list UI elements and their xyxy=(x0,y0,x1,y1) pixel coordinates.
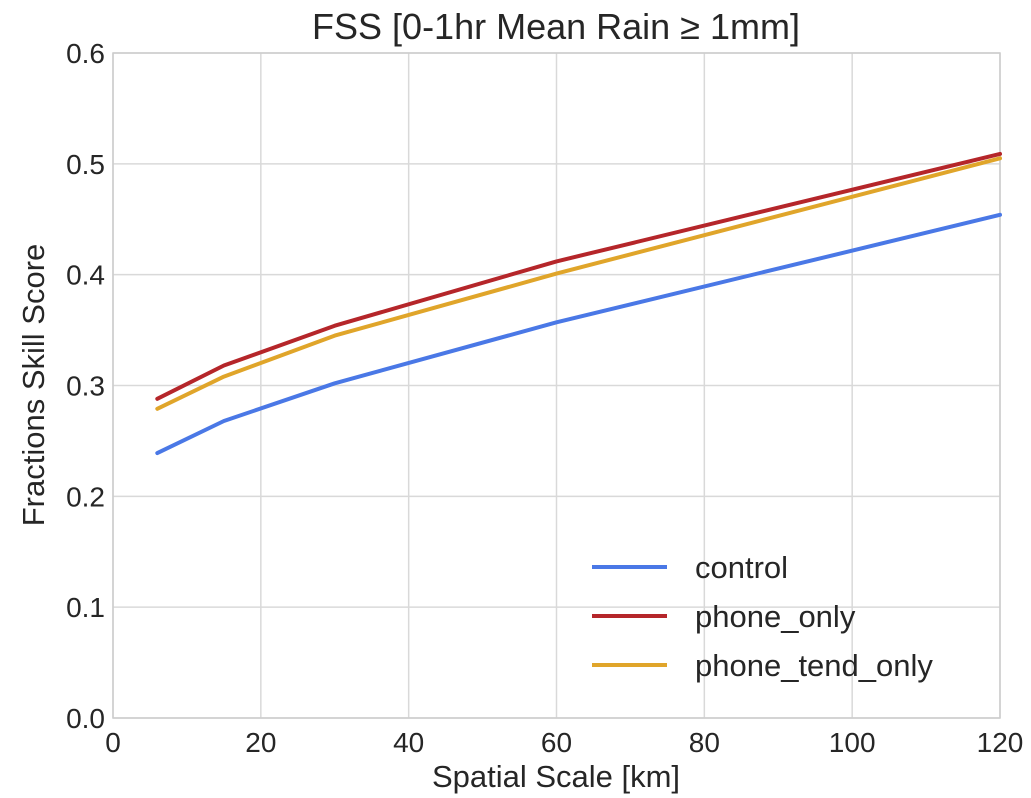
legend-label-control: control xyxy=(695,550,788,585)
y-tick-label: 0.3 xyxy=(66,371,105,402)
x-tick-label: 40 xyxy=(393,727,424,758)
legend-label-phone-tend-only: phone_tend_only xyxy=(695,648,933,683)
x-tick-label: 120 xyxy=(977,727,1024,758)
legend: control phone_only phone_tend_only xyxy=(592,550,933,683)
tick-labels: 0 20 40 60 80 100 120 0.0 0.1 0.2 0.3 0.4 0.5 0.6 xyxy=(66,38,1023,758)
series-line-phone-tend-only xyxy=(155,156,1002,411)
series-lines xyxy=(155,151,1002,456)
plot-frame xyxy=(112,52,1001,719)
y-tick-label: 0.2 xyxy=(66,481,105,512)
chart-title: FSS [0-1hr Mean Rain ≥ 1mm] xyxy=(312,6,800,47)
x-tick-label: 20 xyxy=(245,727,276,758)
series-line-phone-only xyxy=(155,151,1002,401)
x-tick-label: 0 xyxy=(105,727,121,758)
grid-lines xyxy=(112,52,1001,719)
x-axis-label: Spatial Scale [km] xyxy=(432,759,680,794)
y-tick-label: 0.1 xyxy=(66,592,105,623)
y-tick-label: 0.6 xyxy=(66,38,105,69)
x-tick-label: 100 xyxy=(829,727,876,758)
y-tick-label: 0.4 xyxy=(66,260,105,291)
x-tick-label: 80 xyxy=(689,727,720,758)
series-line-control xyxy=(155,212,1002,456)
x-tick-label: 60 xyxy=(541,727,572,758)
y-tick-label: 0.5 xyxy=(66,149,105,180)
legend-label-phone-only: phone_only xyxy=(695,599,856,634)
y-tick-label: 0.0 xyxy=(66,703,105,734)
y-axis-label: Fractions Skill Score xyxy=(16,244,51,527)
